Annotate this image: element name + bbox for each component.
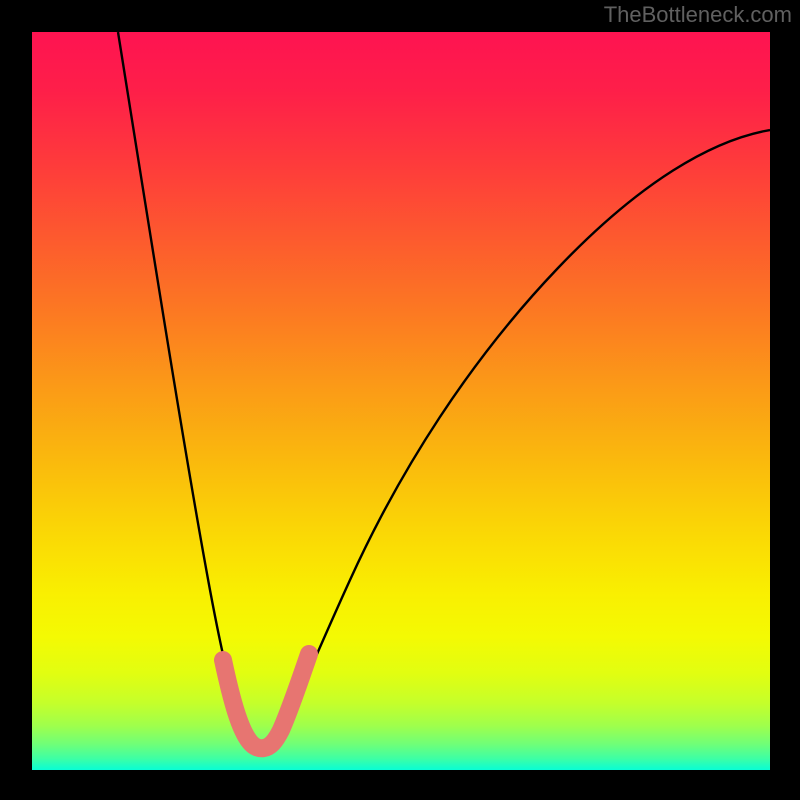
plot-background xyxy=(32,32,770,770)
chart-container: TheBottleneck.com xyxy=(0,0,800,800)
bottleneck-chart xyxy=(0,0,800,800)
watermark-text: TheBottleneck.com xyxy=(604,2,792,28)
